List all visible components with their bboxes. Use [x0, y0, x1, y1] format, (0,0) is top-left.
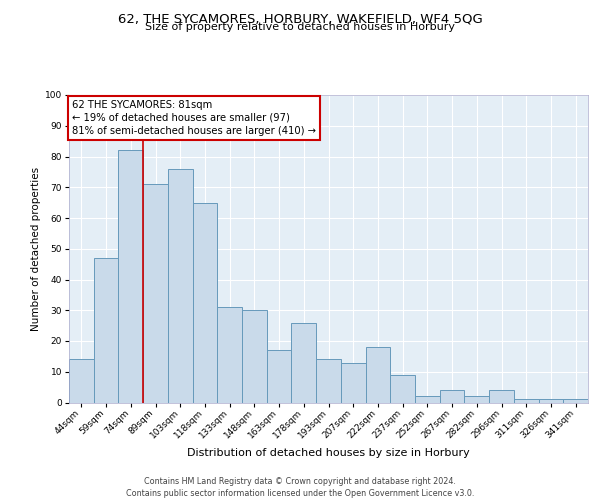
Bar [168, 169, 193, 402]
Bar [292, 322, 316, 402]
Bar [563, 400, 588, 402]
Bar [193, 202, 217, 402]
Bar [489, 390, 514, 402]
Bar [316, 360, 341, 403]
X-axis label: Distribution of detached houses by size in Horbury: Distribution of detached houses by size … [187, 448, 470, 458]
Bar [390, 375, 415, 402]
Text: 62 THE SYCAMORES: 81sqm
← 19% of detached houses are smaller (97)
81% of semi-de: 62 THE SYCAMORES: 81sqm ← 19% of detache… [71, 100, 316, 136]
Bar [539, 400, 563, 402]
Y-axis label: Number of detached properties: Number of detached properties [31, 166, 41, 331]
Bar [143, 184, 168, 402]
Bar [415, 396, 440, 402]
Bar [440, 390, 464, 402]
Bar [217, 307, 242, 402]
Bar [69, 360, 94, 403]
Bar [94, 258, 118, 402]
Bar [242, 310, 267, 402]
Text: Contains HM Land Registry data © Crown copyright and database right 2024.
Contai: Contains HM Land Registry data © Crown c… [126, 476, 474, 498]
Bar [365, 347, 390, 403]
Text: Size of property relative to detached houses in Horbury: Size of property relative to detached ho… [145, 22, 455, 32]
Bar [341, 362, 365, 403]
Text: 62, THE SYCAMORES, HORBURY, WAKEFIELD, WF4 5QG: 62, THE SYCAMORES, HORBURY, WAKEFIELD, W… [118, 12, 482, 26]
Bar [464, 396, 489, 402]
Bar [514, 400, 539, 402]
Bar [118, 150, 143, 402]
Bar [267, 350, 292, 403]
